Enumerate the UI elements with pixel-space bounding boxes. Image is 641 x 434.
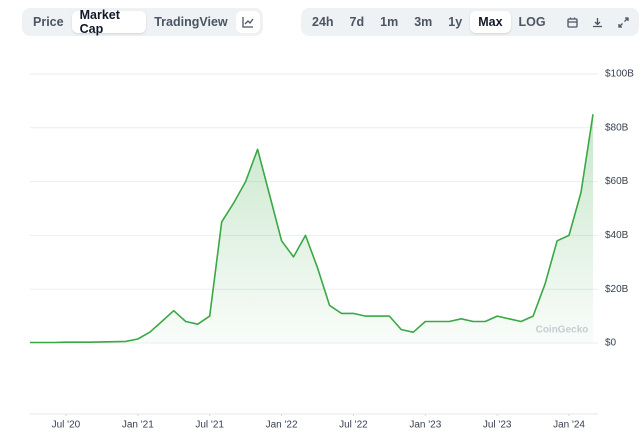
y-tick-label: $0: [605, 338, 617, 349]
x-tick-label: Jul '22: [339, 420, 368, 431]
download-button[interactable]: [585, 11, 610, 33]
x-tick-label: Jul '23: [483, 420, 512, 431]
y-tick-label: $20B: [605, 284, 629, 295]
y-tick-label: $80B: [605, 122, 629, 133]
fullscreen-icon: [618, 16, 629, 28]
x-tick-label: Jul '21: [195, 420, 224, 431]
tab-button[interactable]: TradingView: [154, 15, 228, 29]
y-tick-label: $40B: [605, 230, 629, 241]
tab-button[interactable]: Max: [470, 11, 511, 33]
area: [30, 114, 593, 343]
line-icon: [242, 17, 254, 28]
tab-button[interactable]: 3m: [414, 15, 433, 29]
calendar-button[interactable]: [560, 11, 585, 33]
x-tick-label: Jan '24: [553, 420, 585, 431]
range-tabs: 24h 7d 1m 3m 1y Max LOG: [301, 8, 639, 36]
tab-button[interactable]: 1m: [380, 15, 399, 29]
tab-button[interactable]: 7d: [349, 15, 365, 29]
x-tick-label: Jan '22: [266, 420, 298, 431]
tab-button[interactable]: Market Cap: [71, 8, 147, 36]
view-tabs: Price Market Cap TradingView: [22, 8, 263, 36]
calendar-icon: [567, 17, 578, 28]
y-tick-label: $60B: [605, 176, 629, 187]
watermark: CoinGecko: [536, 325, 589, 336]
tab-button[interactable]: 1y: [448, 15, 463, 29]
tab-button[interactable]: 24h: [312, 15, 334, 29]
fullscreen-button[interactable]: [611, 11, 636, 33]
line: [30, 114, 594, 344]
download-icon: [593, 17, 603, 27]
y-tick-label: $100B: [605, 69, 634, 80]
chart-icon-button[interactable]: [235, 11, 260, 33]
x-tick-label: Jan '23: [409, 420, 441, 431]
tab-button[interactable]: Price: [33, 15, 64, 29]
x-tick-label: Jan '21: [122, 420, 154, 431]
x-tick-label: Jul '20: [52, 420, 81, 431]
tab-button[interactable]: LOG: [518, 15, 546, 29]
